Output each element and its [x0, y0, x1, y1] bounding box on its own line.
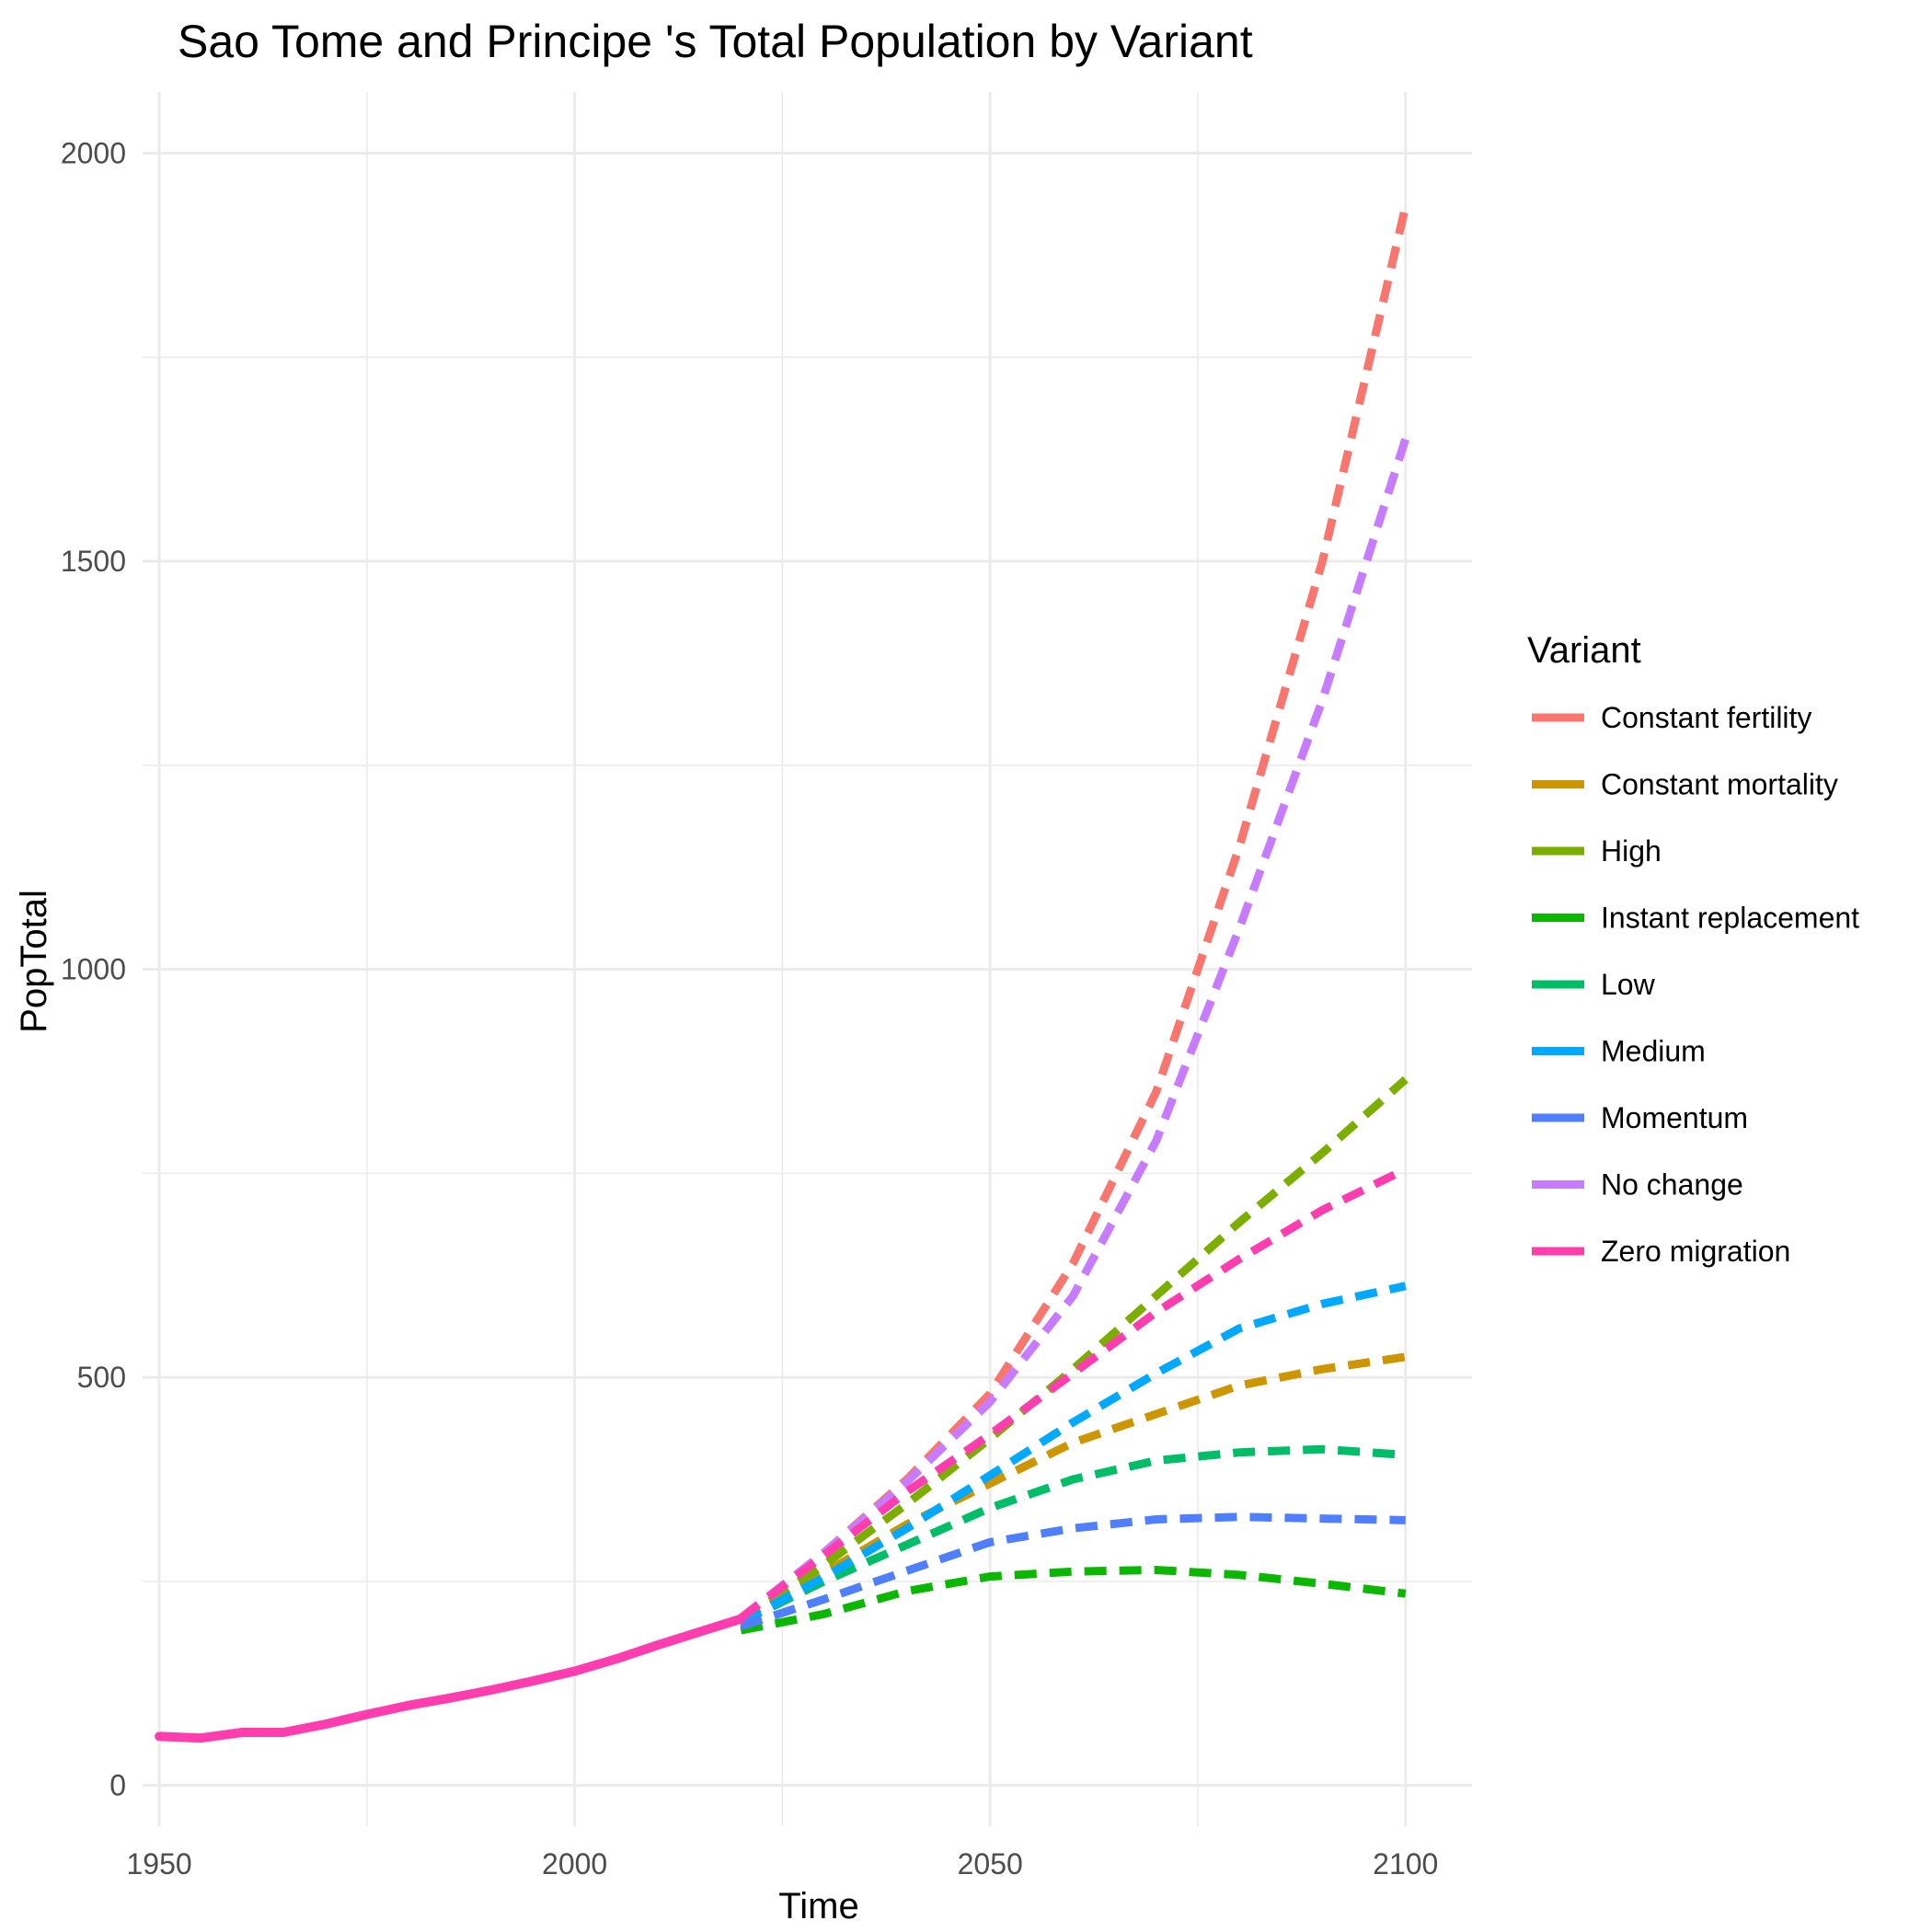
x-tick-label: 1950 — [126, 1847, 191, 1880]
y-tick-label: 1000 — [61, 953, 126, 986]
legend-label-low: Low — [1601, 968, 1656, 1001]
series-line-momentum — [739, 1512, 1406, 1630]
legend-label-high: High — [1601, 834, 1662, 868]
legend-label-constant-fertility: Constant fertility — [1601, 701, 1811, 734]
legend-label-momentum: Momentum — [1601, 1101, 1748, 1134]
x-tick-label: 2050 — [958, 1847, 1023, 1880]
chart-title: Sao Tome and Principe 's Total Populatio… — [178, 16, 1253, 67]
series-line-constant-fertility — [738, 205, 1410, 1622]
y-tick-label: 2000 — [61, 137, 126, 170]
legend: Constant fertility Constant mortality High… — [1532, 701, 1859, 1268]
y-tick-label: 0 — [109, 1769, 126, 1802]
series-lines — [155, 205, 1410, 1743]
x-tick-label: 2100 — [1373, 1847, 1438, 1880]
y-axis-title: PopTotal — [14, 890, 54, 1033]
series-line-zero-migration — [738, 1165, 1408, 1622]
legend-label-zero-migration: Zero migration — [1601, 1235, 1790, 1268]
legend-label-medium: Medium — [1601, 1035, 1706, 1068]
x-tick-label: 2000 — [542, 1847, 607, 1880]
grid — [143, 92, 1472, 1826]
legend-label-constant-mortality: Constant mortality — [1601, 768, 1838, 801]
x-axis-ticks: 1950 2000 2050 2100 — [126, 1847, 1438, 1880]
series-line-no-change — [738, 437, 1410, 1622]
y-tick-label: 1500 — [61, 545, 126, 578]
legend-label-no-change: No change — [1601, 1168, 1743, 1202]
series-line-high — [738, 1075, 1409, 1625]
legend-title: Variant — [1527, 630, 1641, 671]
series-line-constant-mortality — [739, 1352, 1407, 1627]
x-axis-title: Time — [778, 1886, 858, 1926]
series-line-low — [739, 1444, 1407, 1627]
series-line-medium — [739, 1282, 1407, 1627]
y-tick-label: 500 — [77, 1361, 126, 1394]
legend-label-instant-replacement: Instant replacement — [1601, 902, 1859, 935]
y-axis-ticks: 0 500 1000 1500 2000 — [61, 137, 126, 1802]
series-line-historical — [155, 1614, 746, 1743]
series-line-instant-replacement — [740, 1565, 1407, 1635]
